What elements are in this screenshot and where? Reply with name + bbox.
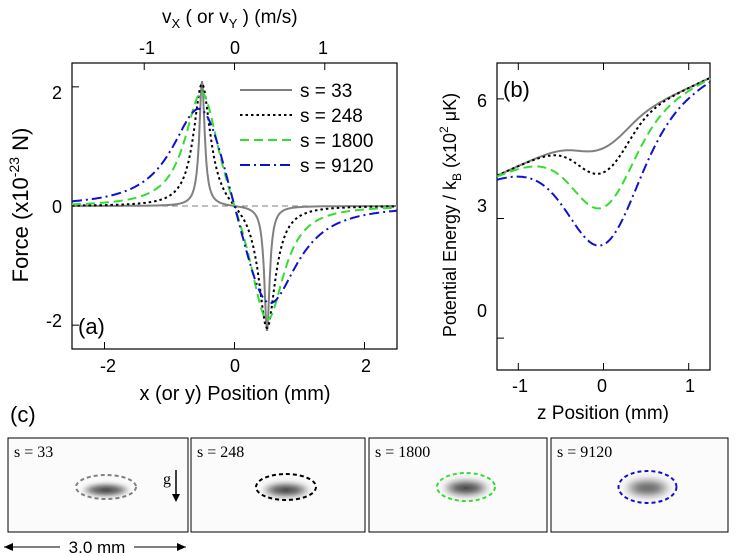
panel-a-label: (a) bbox=[78, 314, 105, 339]
legend-label-s-9120: s = 9120 bbox=[300, 156, 373, 177]
panel-a-series-s-248 bbox=[72, 82, 397, 330]
cloud-density bbox=[622, 478, 673, 498]
panel-b-ylabel: Potential Energy / kB (x102 μK) bbox=[437, 93, 464, 337]
panel-b-ticks bbox=[497, 63, 690, 370]
cloud-image-s-9120: s = 9120 bbox=[550, 437, 729, 533]
panel-c-label: (c) bbox=[10, 402, 36, 427]
panel-a-ticks bbox=[72, 63, 365, 349]
panel-a-ylabel: Force (x10-23 N) bbox=[6, 128, 33, 283]
legend-label-s-33: s = 33 bbox=[300, 81, 352, 102]
panel-b-xtick-label: 1 bbox=[685, 376, 695, 396]
panel-b-series-s-248 bbox=[496, 77, 711, 177]
cloud-outline bbox=[75, 474, 137, 500]
cloud-density bbox=[80, 482, 132, 498]
panel-b-ytick-label: 0 bbox=[477, 301, 487, 321]
panel-b-label: (b) bbox=[503, 77, 530, 102]
panel-a-top-xtick-label: 1 bbox=[318, 38, 328, 58]
panel-a-top-xtick-label: -1 bbox=[139, 38, 155, 58]
panel-b-series-s-9120 bbox=[496, 81, 711, 247]
cloud-image-label: s = 33 bbox=[14, 444, 53, 461]
panel-a-xlabel: x (or y) Position (mm) bbox=[139, 383, 330, 405]
panel-a-xtick-label: -2 bbox=[100, 356, 116, 376]
scale-bar: 3.0 mm bbox=[4, 538, 186, 556]
cloud-image-s-33: s = 33 bbox=[7, 437, 189, 533]
panel-b-xlabel: z Position (mm) bbox=[537, 403, 669, 424]
cloud-image-s-248: s = 248 bbox=[190, 437, 366, 533]
gravity-indicator: g bbox=[163, 470, 180, 502]
panel-a-top-xtick-label: 0 bbox=[230, 38, 240, 58]
panel-c-images: s = 33 s = 248 s = 1800 s = 9120 bbox=[7, 437, 729, 533]
cloud-outline bbox=[255, 473, 317, 501]
panel-a-xtick-label: 2 bbox=[361, 356, 371, 376]
panel-a-top-xlabel: vX ( or vY ) (m/s) bbox=[162, 7, 298, 31]
down-arrow-icon bbox=[172, 494, 180, 502]
scale-bar-label: 3.0 mm bbox=[69, 538, 126, 556]
panel-b-frame bbox=[496, 62, 711, 371]
panel-b-ytick-label: 6 bbox=[477, 91, 487, 111]
panel-b-ytick-label: 3 bbox=[477, 196, 487, 216]
panel-a-ytick-label: -2 bbox=[46, 311, 62, 331]
cloud-outline bbox=[436, 472, 496, 502]
cloud-image-label: s = 1800 bbox=[375, 444, 430, 461]
panel-a-series bbox=[71, 81, 398, 331]
panel-a-ytick-label: 2 bbox=[52, 83, 62, 103]
panel-a-series-s-9120 bbox=[71, 107, 398, 305]
cloud-density bbox=[260, 482, 312, 498]
panel-a-ytick-label: 0 bbox=[52, 197, 62, 217]
panel-c: (c) s = 33 s = 248 s = 1800 s = 9120 3.0 mm… bbox=[4, 402, 729, 556]
panel-a-xtick-label: 0 bbox=[230, 356, 240, 376]
panel-b-xtick-label: 0 bbox=[597, 376, 607, 396]
cloud-outline bbox=[617, 470, 678, 504]
cloud-image-s-1800: s = 1800 bbox=[368, 437, 548, 533]
scale-bar-arrow-right bbox=[177, 543, 186, 551]
legend: s = 33 s = 248 s = 1800 s = 9120 bbox=[240, 81, 373, 177]
legend-label-s-1800: s = 1800 bbox=[300, 131, 373, 152]
panel-b-series bbox=[496, 77, 711, 247]
gravity-label: g bbox=[163, 471, 171, 488]
panel-a: -2 0 2 2 0 -2 -1 0 1 vX ( or vY ) (m/s) … bbox=[6, 7, 398, 405]
cloud-image-label: s = 248 bbox=[197, 444, 244, 461]
cloud-density bbox=[441, 479, 491, 497]
scale-bar-arrow-left bbox=[4, 543, 13, 551]
panel-b: -1 0 1 6 3 0 z Position (mm) Potential E… bbox=[437, 62, 711, 424]
cloud-image-label: s = 9120 bbox=[557, 444, 612, 461]
legend-label-s-248: s = 248 bbox=[300, 106, 363, 127]
panel-b-series-s-1800 bbox=[496, 78, 711, 210]
panel-b-xtick-label: -1 bbox=[512, 376, 528, 396]
